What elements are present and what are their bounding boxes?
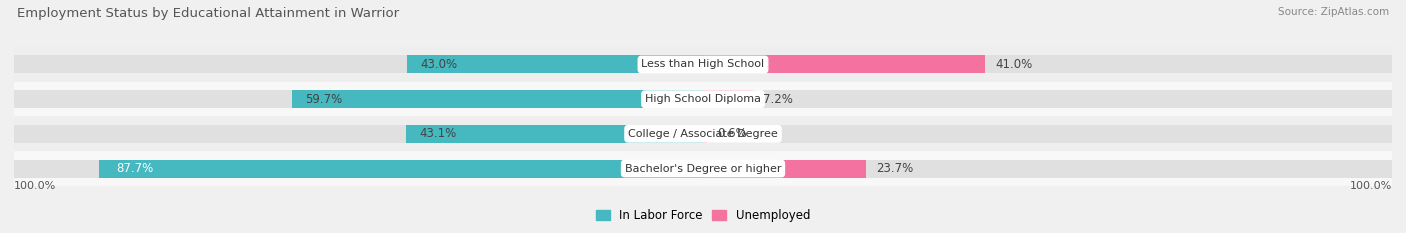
Text: 43.0%: 43.0% <box>420 58 458 71</box>
Bar <box>703 55 1392 73</box>
Text: Employment Status by Educational Attainment in Warrior: Employment Status by Educational Attainm… <box>17 7 399 20</box>
Bar <box>14 125 703 143</box>
Bar <box>703 125 707 143</box>
Bar <box>703 160 866 178</box>
Text: 23.7%: 23.7% <box>876 162 914 175</box>
FancyBboxPatch shape <box>14 116 1392 151</box>
Bar <box>14 160 703 178</box>
Text: Bachelor's Degree or higher: Bachelor's Degree or higher <box>624 164 782 174</box>
Text: Less than High School: Less than High School <box>641 59 765 69</box>
Text: 100.0%: 100.0% <box>1350 181 1392 191</box>
Text: 41.0%: 41.0% <box>995 58 1033 71</box>
Bar <box>98 160 703 178</box>
Text: 7.2%: 7.2% <box>763 93 793 106</box>
Bar <box>703 160 1392 178</box>
Text: 59.7%: 59.7% <box>305 93 343 106</box>
Text: 87.7%: 87.7% <box>117 162 153 175</box>
FancyBboxPatch shape <box>14 82 1392 116</box>
Text: High School Diploma: High School Diploma <box>645 94 761 104</box>
Text: Source: ZipAtlas.com: Source: ZipAtlas.com <box>1278 7 1389 17</box>
Bar <box>14 90 703 108</box>
FancyBboxPatch shape <box>14 151 1392 186</box>
Text: 43.1%: 43.1% <box>420 127 457 140</box>
Text: 100.0%: 100.0% <box>14 181 56 191</box>
Bar <box>703 90 1392 108</box>
Bar <box>703 90 752 108</box>
Bar <box>406 125 703 143</box>
FancyBboxPatch shape <box>14 47 1392 82</box>
Legend: In Labor Force, Unemployed: In Labor Force, Unemployed <box>591 205 815 227</box>
Text: College / Associate Degree: College / Associate Degree <box>628 129 778 139</box>
Bar <box>14 55 703 73</box>
Bar <box>406 55 703 73</box>
Bar <box>291 90 703 108</box>
Text: 0.6%: 0.6% <box>717 127 747 140</box>
Bar <box>703 55 986 73</box>
Bar <box>703 125 1392 143</box>
